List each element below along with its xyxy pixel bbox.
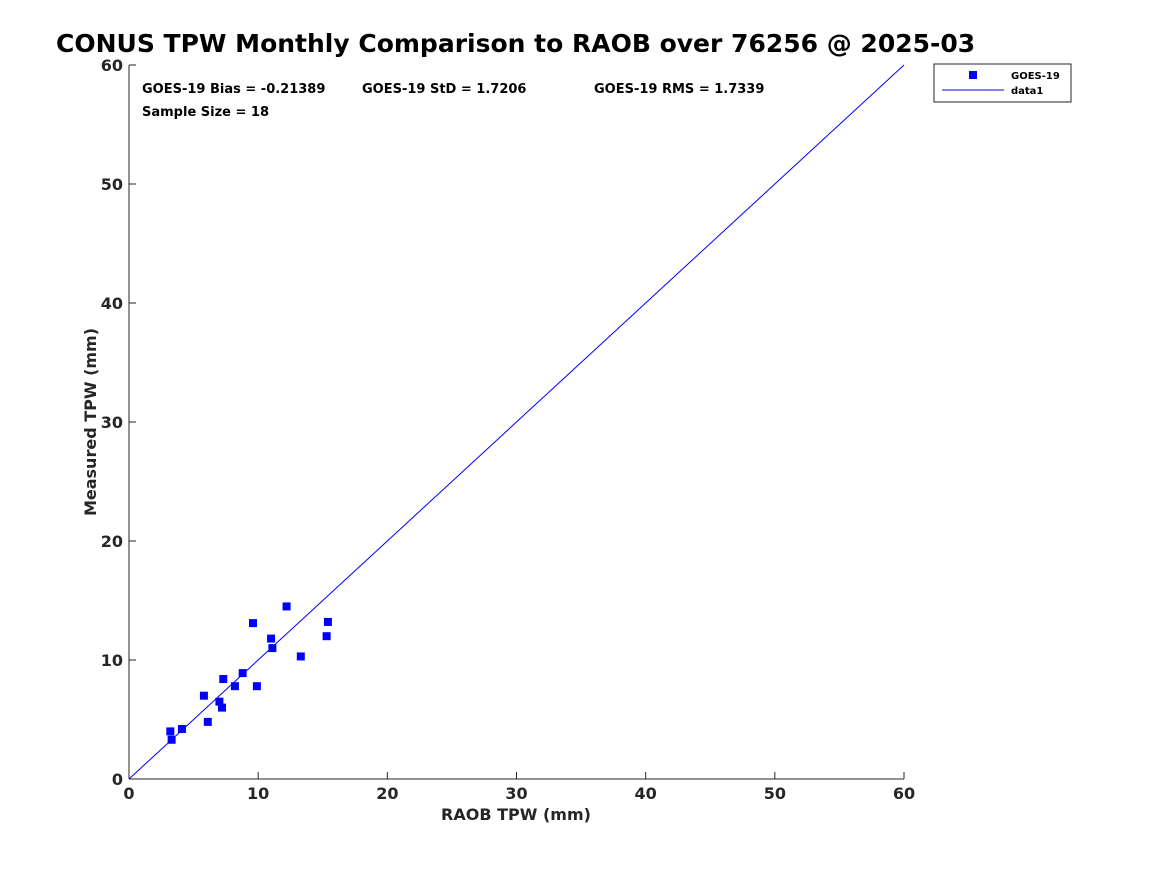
bias-stat: GOES-19 Bias = -0.21389 xyxy=(142,82,325,97)
data-point xyxy=(203,717,212,726)
scatter-points xyxy=(166,602,332,744)
sample-size-stat: Sample Size = 18 xyxy=(142,105,269,120)
data-point xyxy=(238,669,247,678)
x-axis-label: RAOB TPW (mm) xyxy=(441,805,591,824)
legend-label-data1: data1 xyxy=(1011,86,1043,97)
data-point xyxy=(268,644,277,653)
data-point xyxy=(219,675,228,684)
y-tick-label: 30 xyxy=(101,413,123,432)
y-axis-label: Measured TPW (mm) xyxy=(81,328,100,516)
data-point xyxy=(296,652,305,661)
data-point xyxy=(323,617,332,626)
legend-label-goes19: GOES-19 xyxy=(1011,71,1060,82)
x-tick-label: 60 xyxy=(893,784,915,803)
y-tick-label: 20 xyxy=(101,532,123,551)
one-to-one-line xyxy=(128,64,905,780)
x-tick-label: 40 xyxy=(635,784,657,803)
data-point xyxy=(282,602,291,611)
y-tick-label: 40 xyxy=(101,294,123,313)
data-point xyxy=(177,725,186,734)
data-point xyxy=(249,619,257,628)
data-point xyxy=(167,735,176,744)
y-tick-label: 0 xyxy=(112,770,123,789)
y-tick-label: 10 xyxy=(101,651,123,670)
legend: GOES-19 data1 xyxy=(933,63,1072,103)
data-point xyxy=(322,632,331,641)
std-stat: GOES-19 StD = 1.7206 xyxy=(362,82,526,97)
y-tick-label: 60 xyxy=(101,56,123,75)
legend-marker-goes19 xyxy=(969,71,977,79)
data-point xyxy=(267,634,276,643)
x-tick-label: 0 xyxy=(123,784,134,803)
y-axis-ticks: 0 10 20 30 40 50 60 xyxy=(101,56,136,789)
data-point xyxy=(252,682,261,691)
y-tick-label: 50 xyxy=(101,175,123,194)
x-tick-label: 20 xyxy=(376,784,398,803)
data-point xyxy=(230,682,239,691)
rms-stat: GOES-19 RMS = 1.7339 xyxy=(594,82,764,97)
data-point xyxy=(215,697,224,706)
legend-box xyxy=(933,63,1072,103)
data-point xyxy=(166,727,175,736)
x-tick-label: 50 xyxy=(764,784,786,803)
x-tick-label: 10 xyxy=(247,784,269,803)
x-axis-ticks: 0 10 20 30 40 50 60 xyxy=(123,772,915,803)
chart-title: CONUS TPW Monthly Comparison to RAOB ove… xyxy=(56,29,975,58)
data-point xyxy=(199,691,208,700)
data-point xyxy=(218,703,226,712)
x-tick-label: 30 xyxy=(505,784,527,803)
